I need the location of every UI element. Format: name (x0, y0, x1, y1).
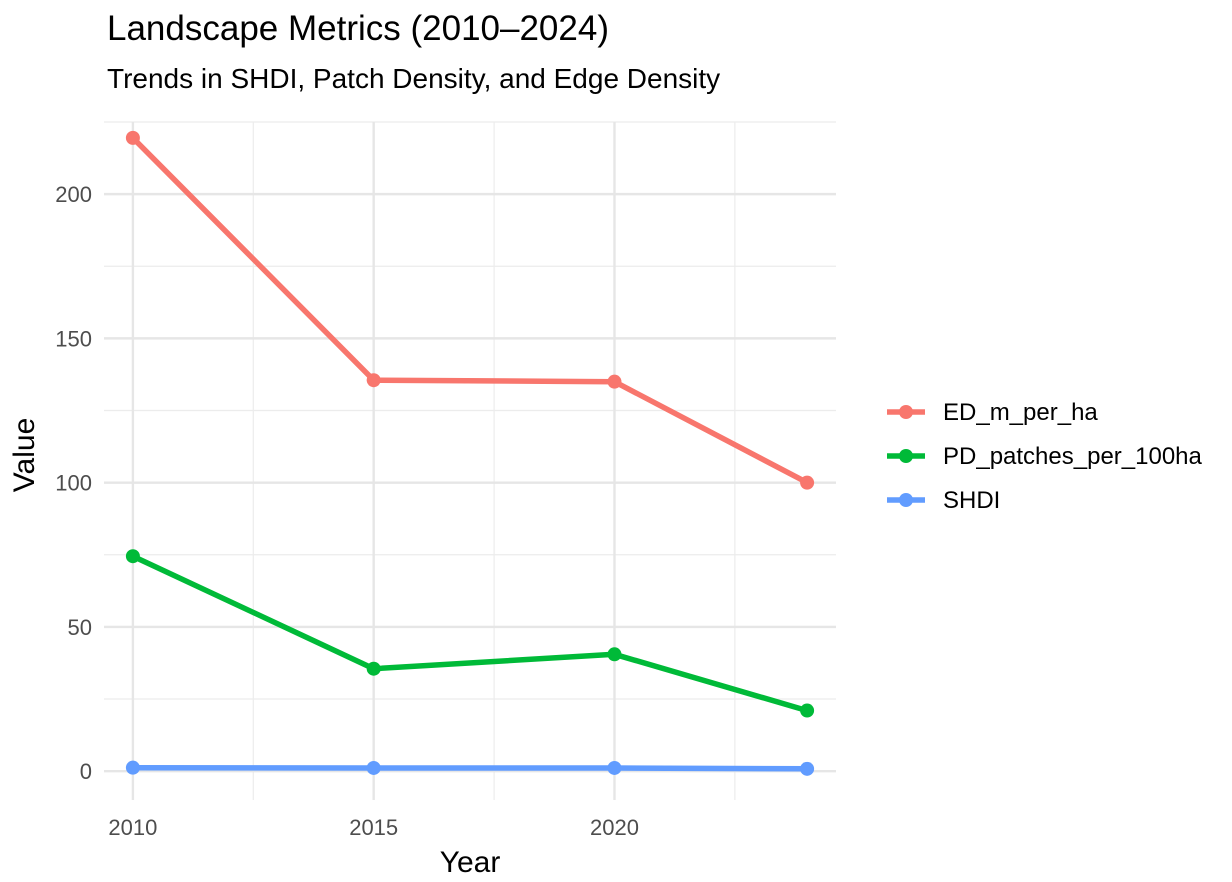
data-point-shdi (800, 761, 815, 776)
x-axis-title: Year (440, 846, 501, 879)
data-point-ed-m-per-ha (607, 374, 622, 389)
data-point-pd-patches-per-100ha (607, 647, 622, 662)
legend-key-point (899, 493, 913, 507)
legend-label: SHDI (943, 487, 1000, 514)
series-lines (130, 135, 809, 772)
data-point-pd-patches-per-100ha (366, 661, 381, 676)
data-point-ed-m-per-ha (800, 475, 815, 490)
data-point-pd-patches-per-100ha (800, 703, 815, 718)
data-point-ed-m-per-ha (125, 130, 140, 145)
legend-key-point (899, 449, 913, 463)
y-tick-label: 150 (55, 326, 92, 351)
legend-item-pd-patches-per-100ha: PD_patches_per_100ha (887, 443, 1203, 470)
chart-title: Landscape Metrics (2010–2024) (107, 9, 609, 48)
legend: ED_m_per_ha PD_patches_per_100ha SHDI (887, 399, 1203, 514)
data-point-shdi (125, 760, 140, 775)
y-axis-title: Value (8, 418, 41, 493)
minor-gridlines (104, 121, 836, 800)
data-point-shdi (366, 760, 381, 775)
x-axis-tick-labels: 2010 2015 2020 (108, 815, 639, 840)
y-tick-label: 0 (80, 759, 92, 784)
series-line-pd-patches-per-100ha (131, 553, 808, 714)
legend-label: PD_patches_per_100ha (943, 443, 1203, 470)
major-gridlines (104, 122, 836, 800)
legend-item-shdi: SHDI (887, 487, 1000, 514)
x-tick-label: 2020 (590, 815, 639, 840)
data-point-shdi (607, 760, 622, 775)
y-axis-tick-labels: 0 50 100 150 200 (55, 182, 92, 784)
series-line-ed-m-per-ha (130, 135, 809, 486)
y-tick-label: 50 (68, 615, 92, 640)
data-point-pd-patches-per-100ha (125, 549, 140, 564)
legend-item-ed-m-per-ha: ED_m_per_ha (887, 399, 1098, 426)
chart-subtitle: Trends in SHDI, Patch Density, and Edge … (107, 63, 720, 94)
y-tick-label: 200 (55, 182, 92, 207)
series-line-shdi (132, 764, 808, 772)
legend-label: ED_m_per_ha (943, 399, 1098, 426)
legend-key-point (899, 405, 913, 419)
x-tick-label: 2010 (108, 815, 157, 840)
data-point-ed-m-per-ha (366, 373, 381, 388)
series-points (125, 130, 815, 776)
y-tick-label: 100 (55, 471, 92, 496)
x-tick-label: 2015 (349, 815, 398, 840)
